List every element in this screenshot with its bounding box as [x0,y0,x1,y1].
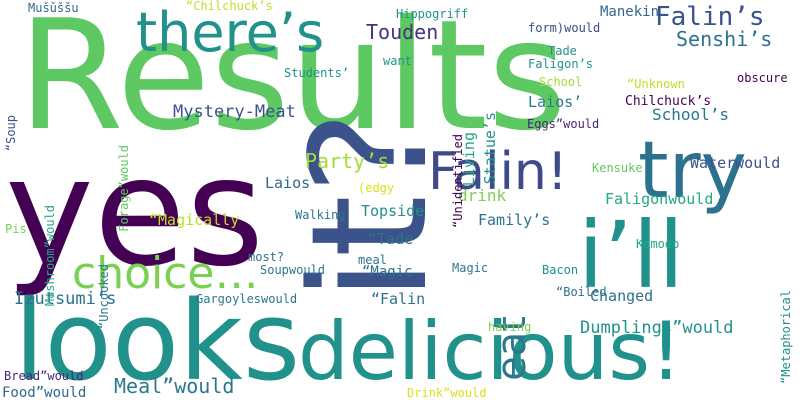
cloud-word: Family’s [478,211,551,229]
cloud-word: Pis [5,222,27,236]
cloud-word: yes [5,126,265,300]
cloud-word: Forage”would [117,145,131,232]
cloud-word: Laios’ [528,93,583,111]
cloud-word: Faligon’s [528,57,594,71]
cloud-word: “Falin [371,290,426,308]
cloud-word: Students’ [284,66,350,80]
cloud-word: having [488,320,532,334]
cloud-word: Bread”would [4,369,84,383]
cloud-word: “Magic [362,264,413,280]
cloud-word: “Magically [149,211,240,229]
cloud-word: Results [18,0,567,164]
cloud-word: Dumplings”would [580,318,734,338]
cloud-word: School [539,75,583,89]
cloud-word: delicious! [298,305,683,398]
cloud-word: “Unidentified [451,134,465,228]
cloud-word: choice… [72,248,259,299]
cloud-word: “Metaphorical [779,290,793,384]
cloud-word: Mystery-Meat [173,102,296,122]
cloud-word: (edgy [358,181,395,195]
cloud-word: form)would [528,21,601,35]
cloud-word: Chilchuck’s [625,94,712,109]
cloud-word: Mushroom”would [43,205,57,307]
cloud-word: Senshi’s [676,27,773,51]
cloud-word: i’ll [578,202,684,309]
cloud-word: Faligonwould [605,190,714,208]
cloud-word: Gargoyleswould [196,292,298,306]
cloud-word: Changed [590,287,654,305]
cloud-word: Tade [548,44,577,58]
cloud-word: Statue’s [481,112,499,185]
cloud-word: Komodo [636,237,680,251]
cloud-word: “Soup [4,115,18,152]
cloud-word: Hippogriff [396,7,469,21]
cloud-word: Mušǔššu [28,1,79,15]
cloud-word: Waterwould [690,154,781,172]
cloud-word: Laios [265,174,311,192]
cloud-word: “Tade [368,230,414,248]
cloud-word: Soupwould [260,263,326,277]
cloud-word: “Boiled [556,285,607,299]
cloud-word: try [638,126,747,216]
cloud-word: “Chilchuck’s [186,0,273,13]
cloud-word: Drink”would [407,386,487,400]
cloud-word: Walking [295,208,346,222]
cloud-word: “Unknown [627,77,685,91]
cloud-word: Bacon [542,263,579,277]
cloud-word: meal [358,253,387,267]
cloud-word: most? [248,250,285,264]
cloud-word: Food”would [2,385,87,400]
cloud-word: Falin! [428,142,568,202]
cloud-word: obscure [737,71,788,85]
cloud-word: Eggs”would [527,117,600,131]
cloud-word: there’s [136,1,325,64]
cloud-word: want [383,54,412,68]
cloud-word: Kensuke [592,161,643,175]
cloud-word: School’s [652,105,730,124]
cloud-word: drink [458,186,507,205]
cloud-word: Magic [452,261,489,275]
cloud-word: Meal”would [114,374,235,398]
cloud-word: Touden [366,20,439,44]
cloud-word: Izutsumi’s [14,289,117,309]
cloud-word: Party’s [305,149,390,173]
cloud-word: looks [14,277,301,400]
cloud-word: Manekin [600,4,660,20]
cloud-word: “Uncooked [97,264,111,330]
cloud-word: Falin’s [655,2,765,32]
cloud-word: Topside [361,202,425,220]
